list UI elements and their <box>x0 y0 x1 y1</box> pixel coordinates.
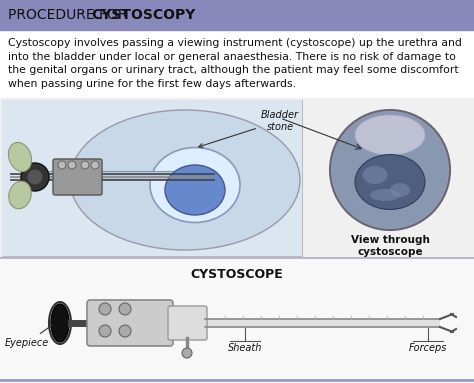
Circle shape <box>68 161 76 169</box>
Ellipse shape <box>9 181 31 209</box>
Circle shape <box>21 163 49 191</box>
Ellipse shape <box>363 166 388 184</box>
Text: Sheath: Sheath <box>228 343 262 353</box>
Circle shape <box>330 110 450 230</box>
Text: View through
cystoscope: View through cystoscope <box>351 235 429 257</box>
Circle shape <box>27 169 43 185</box>
Bar <box>0 98 474 258</box>
Circle shape <box>182 348 192 358</box>
Ellipse shape <box>9 142 32 172</box>
Bar <box>0 258 474 383</box>
Text: CYSTOSCOPY: CYSTOSCOPY <box>91 8 195 22</box>
Text: Cystoscopy involves passing a viewing instrument (cystoscope) up the urethra and: Cystoscopy involves passing a viewing in… <box>8 38 462 89</box>
Ellipse shape <box>390 183 410 197</box>
Ellipse shape <box>355 115 425 155</box>
Circle shape <box>81 161 89 169</box>
Circle shape <box>119 303 131 315</box>
Text: CYSTOSCOPE: CYSTOSCOPE <box>191 268 283 281</box>
Bar <box>30 171 175 179</box>
Ellipse shape <box>150 147 240 223</box>
Circle shape <box>119 325 131 337</box>
Text: Bladder
stone: Bladder stone <box>199 110 299 147</box>
Bar <box>2 100 302 256</box>
Circle shape <box>99 303 111 315</box>
Ellipse shape <box>370 189 400 201</box>
Circle shape <box>58 161 66 169</box>
Circle shape <box>99 325 111 337</box>
Bar <box>0 0 474 30</box>
Ellipse shape <box>51 304 69 342</box>
Text: Forceps: Forceps <box>409 343 447 353</box>
Bar <box>2 100 302 256</box>
Bar <box>205 319 440 327</box>
Circle shape <box>332 112 448 228</box>
Text: Eyepiece: Eyepiece <box>5 325 53 348</box>
Ellipse shape <box>165 165 225 215</box>
FancyBboxPatch shape <box>168 306 207 340</box>
Circle shape <box>91 161 99 169</box>
Ellipse shape <box>70 110 300 250</box>
Text: PROCEDURE FOR: PROCEDURE FOR <box>8 8 132 22</box>
FancyBboxPatch shape <box>87 300 173 346</box>
Ellipse shape <box>355 154 425 210</box>
FancyBboxPatch shape <box>53 159 102 195</box>
